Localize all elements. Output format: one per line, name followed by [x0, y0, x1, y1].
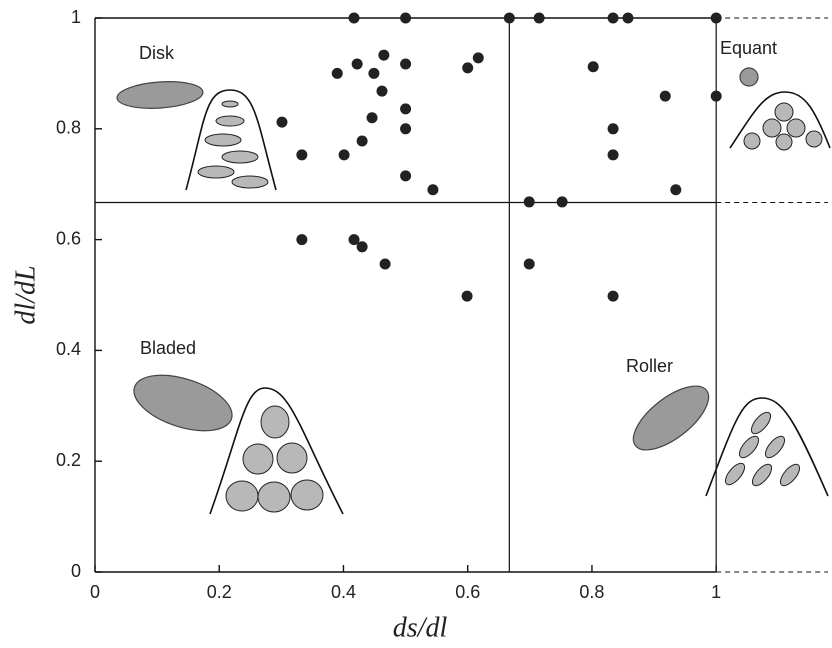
point — [670, 184, 682, 196]
point — [400, 103, 412, 115]
x-tick-label: 0 — [90, 582, 100, 602]
point — [400, 170, 412, 182]
disk-funnel — [185, 89, 277, 191]
roller-pebble — [632, 385, 710, 451]
y-tick-label: 0.6 — [56, 228, 81, 248]
equant-funnel — [729, 91, 831, 149]
point — [607, 12, 619, 24]
bladed-pebble — [133, 374, 233, 432]
equant-pebble — [739, 67, 759, 87]
disk-pebble — [116, 81, 204, 109]
disk-grains — [197, 100, 269, 189]
point — [400, 58, 412, 70]
x-tick-label: 0.2 — [207, 582, 232, 602]
annotation: Roller — [626, 356, 673, 376]
illustrations — [116, 67, 831, 515]
bladed-funnel — [209, 387, 344, 515]
bladed-grains — [225, 405, 324, 513]
point — [356, 241, 368, 253]
annotation: Equant — [720, 38, 777, 58]
point — [351, 58, 363, 70]
point — [348, 12, 360, 24]
point — [607, 123, 619, 135]
equant-grains — [743, 102, 823, 151]
y-tick-label: 1 — [71, 7, 81, 27]
point — [296, 149, 308, 161]
point — [659, 90, 671, 102]
roller-funnel — [705, 397, 829, 497]
point — [607, 149, 619, 161]
point — [556, 196, 568, 208]
point — [368, 67, 380, 79]
y-tick-label: 0.4 — [56, 339, 81, 359]
point — [523, 196, 535, 208]
x-axis-label: ds/dl — [393, 612, 448, 643]
point — [400, 12, 412, 24]
point — [378, 49, 390, 61]
point — [462, 62, 474, 74]
x-tick-label: 0.6 — [455, 582, 480, 602]
y-tick-label: 0.8 — [56, 118, 81, 138]
point — [296, 234, 308, 246]
point — [622, 12, 634, 24]
point — [607, 290, 619, 302]
point — [338, 149, 350, 161]
y-axis-label: dl/dL — [10, 265, 41, 324]
point — [427, 184, 439, 196]
point — [379, 258, 391, 270]
point — [523, 258, 535, 270]
point — [348, 234, 360, 246]
x-tick-label: 1 — [711, 582, 721, 602]
point — [366, 112, 378, 124]
point — [376, 85, 388, 97]
x-tick-label: 0.8 — [579, 582, 604, 602]
y-tick-label: 0.2 — [56, 450, 81, 470]
point — [356, 135, 368, 147]
point — [400, 123, 412, 135]
point — [472, 52, 484, 64]
annotation: Disk — [139, 43, 175, 63]
y-tick-label: 0 — [71, 561, 81, 581]
point — [503, 12, 515, 24]
point — [331, 67, 343, 79]
x-tick-label: 0.4 — [331, 582, 356, 602]
point — [710, 12, 722, 24]
roller-grains — [724, 411, 801, 487]
point — [587, 61, 599, 73]
point — [461, 290, 473, 302]
point — [276, 116, 288, 128]
point — [533, 12, 545, 24]
point — [710, 90, 722, 102]
annotation: Bladed — [140, 338, 196, 358]
